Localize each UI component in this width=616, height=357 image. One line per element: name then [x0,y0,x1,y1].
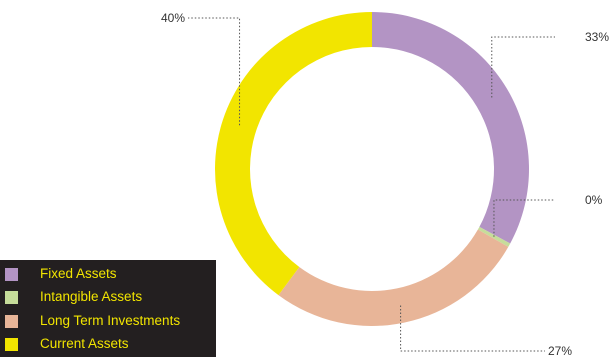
legend-label: Long Term Investments [40,313,181,328]
donut-slice-fixed-assets[interactable] [372,11,529,244]
leader-line [188,17,241,126]
percentage-label: 40% [161,11,185,25]
percentage-label: 0% [585,193,603,207]
legend-swatch [5,268,18,281]
leader-lines [188,17,555,352]
leader-line [493,199,555,237]
percentage-labels: 33% 0% 27% 40% [161,11,609,357]
legend-label: Fixed Assets [40,266,117,281]
donut-slice-current-assets[interactable] [215,12,372,296]
legend-label: Intangible Assets [40,289,143,304]
leader-line [400,305,545,352]
legend-label: Current Assets [40,336,129,351]
percentage-label: 27% [548,344,572,357]
donut-slice-intangible-assets[interactable] [477,226,511,247]
legend-item-long-term-investments[interactable]: Long Term Investments [0,312,216,330]
legend-swatch [5,315,18,328]
legend-item-current-assets[interactable]: Current Assets [0,335,216,353]
donut-slices [215,11,529,326]
legend-item-fixed-assets[interactable]: Fixed Assets [0,265,216,283]
donut-slice-long-term-investments[interactable] [278,229,509,326]
legend-swatch [5,338,18,351]
legend-item-intangible-assets[interactable]: Intangible Assets [0,288,216,306]
leader-line [491,36,555,98]
chart-legend: Fixed Assets Intangible Assets Long Term… [0,260,216,357]
legend-swatch [5,291,18,304]
percentage-label: 33% [585,30,609,44]
